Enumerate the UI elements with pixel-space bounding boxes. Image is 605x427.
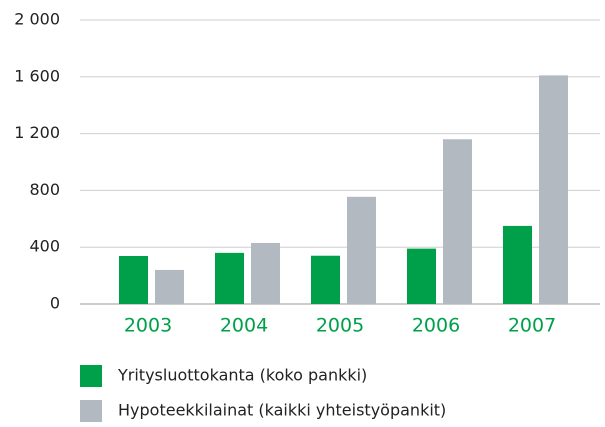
- bar: [311, 255, 340, 304]
- y-tick-label: 1 600: [14, 66, 60, 85]
- y-tick-label: 800: [29, 180, 60, 199]
- legend-label: Hypoteekkilainat (kaikki yhteistyöpankit…: [118, 401, 446, 420]
- x-tick-label: 2005: [316, 315, 364, 337]
- x-tick-label: 2004: [220, 315, 268, 337]
- bar: [443, 139, 472, 304]
- legend-swatch: [80, 400, 102, 422]
- bar: [251, 242, 280, 304]
- bar: [119, 256, 148, 304]
- legend-swatch: [80, 365, 102, 387]
- bar: [407, 248, 436, 304]
- y-tick-label: 0: [50, 294, 60, 313]
- bar: [215, 252, 244, 304]
- x-tick-label: 2006: [412, 315, 460, 337]
- x-tick-label: 2007: [508, 315, 556, 337]
- bar: [503, 225, 532, 304]
- bar: [347, 196, 376, 304]
- bar: [155, 269, 184, 304]
- legend-label: Yritysluottokanta (koko pankki): [117, 366, 367, 385]
- x-tick-label: 2003: [124, 315, 172, 337]
- y-tick-label: 400: [29, 237, 60, 256]
- y-tick-label: 2 000: [14, 10, 60, 29]
- y-tick-label: 1 200: [14, 123, 60, 142]
- bar: [539, 75, 568, 304]
